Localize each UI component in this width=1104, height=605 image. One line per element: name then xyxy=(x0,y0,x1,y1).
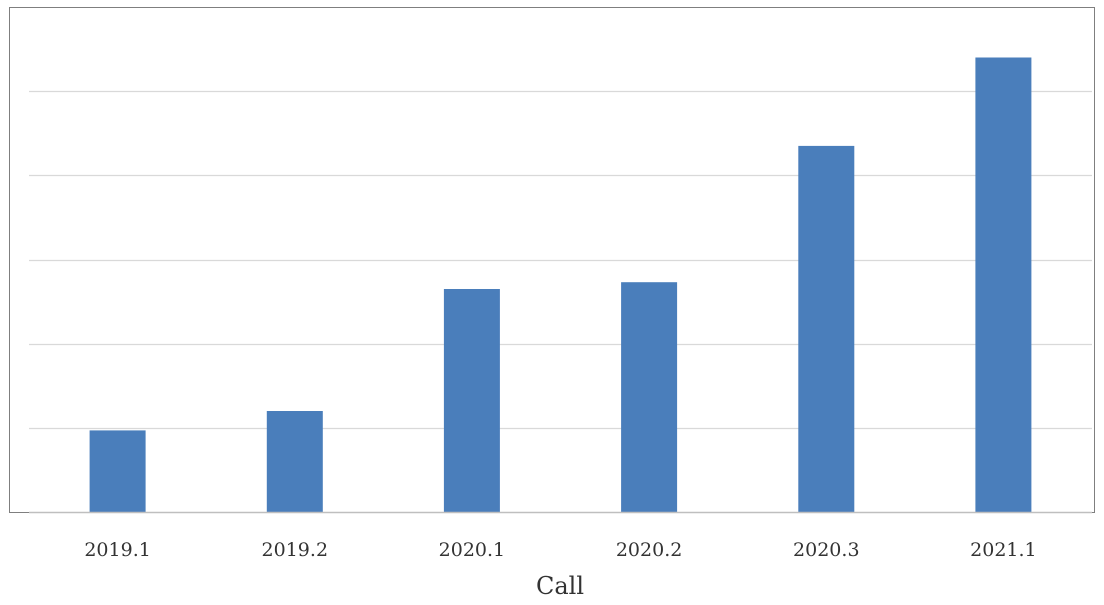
x-tick-labels: 2019.1 2019.2 2020.1 2020.2 2020.3 2021.1 xyxy=(84,539,1036,561)
bar-2019.2 xyxy=(266,411,323,512)
x-tick-label: 2019.1 xyxy=(84,539,150,561)
x-tick-label: 2020.2 xyxy=(616,539,682,561)
gridlines xyxy=(29,90,1092,430)
bar-2021.1 xyxy=(975,57,1032,512)
bar-2019.1 xyxy=(89,430,146,512)
bars xyxy=(89,57,1032,512)
bar-2020.2 xyxy=(621,282,678,512)
x-tick-label: 2019.2 xyxy=(262,539,328,561)
x-tick-label: 2020.3 xyxy=(793,539,859,561)
bar-2020.3 xyxy=(798,145,855,512)
bar-2020.1 xyxy=(443,289,500,512)
x-tick-label: 2021.1 xyxy=(970,539,1036,561)
x-tick-label: 2020.1 xyxy=(439,539,505,561)
x-axis-title: Call xyxy=(536,572,584,600)
